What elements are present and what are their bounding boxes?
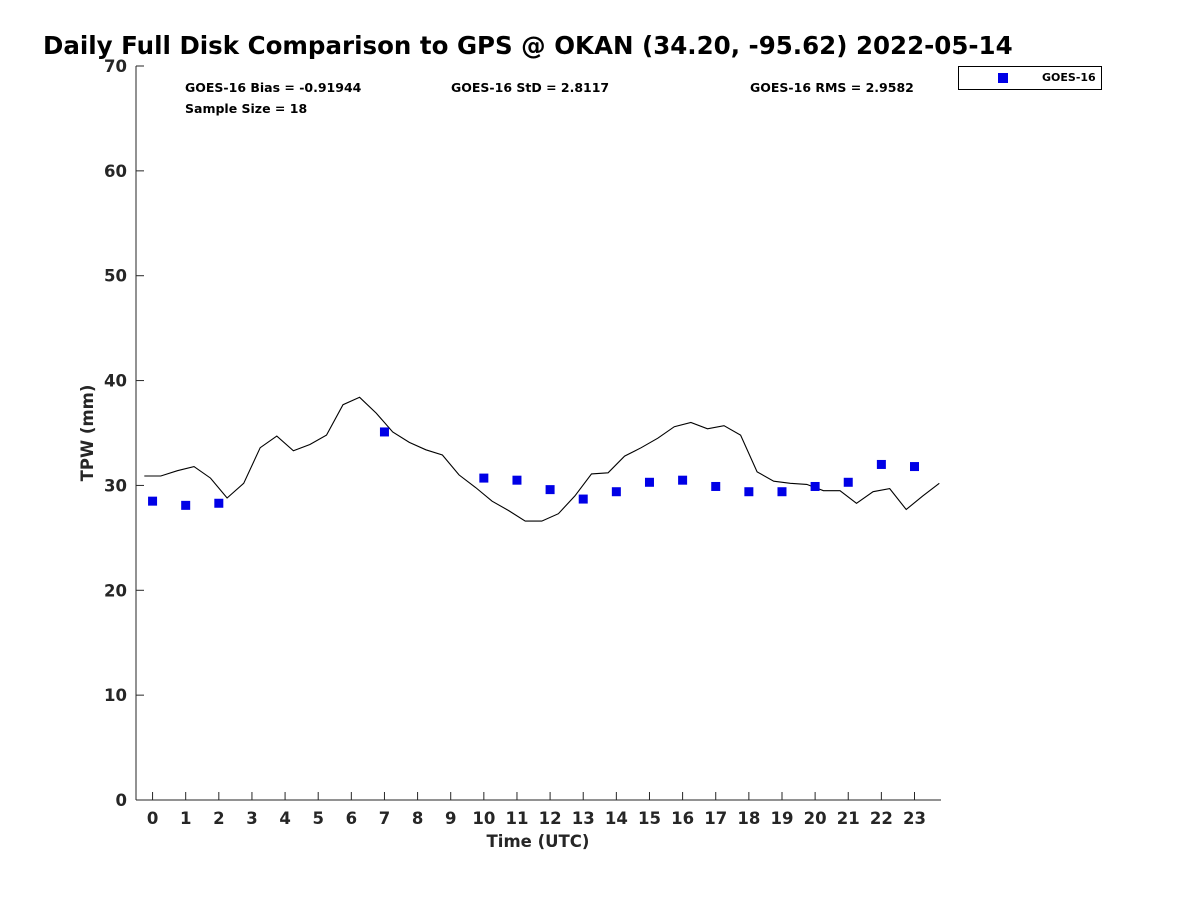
data-point-goes16 xyxy=(578,494,588,504)
y-tick-label: 60 xyxy=(104,162,127,181)
stat-std: GOES-16 StD = 2.8117 xyxy=(451,80,609,95)
y-tick-label: 70 xyxy=(104,57,127,76)
data-point-goes16 xyxy=(148,496,158,506)
data-point-goes16 xyxy=(545,485,555,495)
data-point-goes16 xyxy=(744,487,754,497)
x-tick-label: 21 xyxy=(837,809,860,828)
y-tick-label: 20 xyxy=(104,581,127,600)
x-tick-label: 14 xyxy=(605,809,628,828)
data-point-goes16 xyxy=(181,500,191,510)
legend: GOES-16 xyxy=(958,66,1102,90)
data-point-goes16 xyxy=(909,462,919,472)
x-tick-label: 7 xyxy=(379,809,390,828)
y-tick-label: 0 xyxy=(116,791,127,810)
data-point-goes16 xyxy=(611,487,621,497)
y-tick-label: 30 xyxy=(104,476,127,495)
x-tick-label: 9 xyxy=(445,809,456,828)
stat-bias: GOES-16 Bias = -0.91944 xyxy=(185,80,362,95)
x-tick-label: 23 xyxy=(903,809,926,828)
x-axis-label: Time (UTC) xyxy=(487,832,590,851)
data-point-goes16 xyxy=(843,477,853,487)
data-point-goes16 xyxy=(214,498,224,508)
legend-marker-goes16 xyxy=(998,73,1008,83)
data-point-goes16 xyxy=(512,475,522,485)
x-tick-label: 10 xyxy=(472,809,495,828)
x-tick-label: 3 xyxy=(246,809,257,828)
series-layer xyxy=(144,396,940,522)
x-tick-label: 12 xyxy=(539,809,562,828)
x-tick-label: 22 xyxy=(870,809,893,828)
x-tick-label: 5 xyxy=(312,809,323,828)
x-tick-label: 11 xyxy=(505,809,528,828)
y-tick-label: 40 xyxy=(104,372,127,391)
x-tick-label: 20 xyxy=(804,809,827,828)
x-tick-label: 17 xyxy=(704,809,727,828)
x-tick-label: 1 xyxy=(180,809,191,828)
data-point-goes16 xyxy=(711,481,721,491)
x-tick-label: 18 xyxy=(737,809,760,828)
legend-label-goes16: GOES-16 xyxy=(1042,71,1096,84)
x-tick-label: 0 xyxy=(147,809,158,828)
y-tick-label: 50 xyxy=(104,267,127,286)
x-tick-label: 19 xyxy=(771,809,794,828)
x-tick-label: 13 xyxy=(572,809,595,828)
data-point-goes16 xyxy=(644,477,654,487)
stat-rms: GOES-16 RMS = 2.9582 xyxy=(750,80,914,95)
data-point-goes16 xyxy=(876,459,886,469)
legend-box xyxy=(958,66,1102,90)
data-point-goes16 xyxy=(810,481,820,491)
data-point-goes16 xyxy=(777,487,787,497)
data-point-goes16 xyxy=(479,473,489,483)
data-point-goes16 xyxy=(678,475,688,485)
x-tick-label: 4 xyxy=(279,809,290,828)
x-tick-label: 16 xyxy=(671,809,694,828)
series-gps-line xyxy=(144,396,940,522)
y-tick-label: 10 xyxy=(104,686,127,705)
x-tick-label: 8 xyxy=(412,809,423,828)
stat-sample-size: Sample Size = 18 xyxy=(185,101,307,116)
x-tick-label: 6 xyxy=(346,809,357,828)
chart-title: Daily Full Disk Comparison to GPS @ OKAN… xyxy=(43,31,1013,60)
data-point-goes16 xyxy=(379,427,389,437)
x-tick-label: 15 xyxy=(638,809,661,828)
x-tick-label: 2 xyxy=(213,809,224,828)
y-axis-label: TPW (mm) xyxy=(78,385,97,482)
